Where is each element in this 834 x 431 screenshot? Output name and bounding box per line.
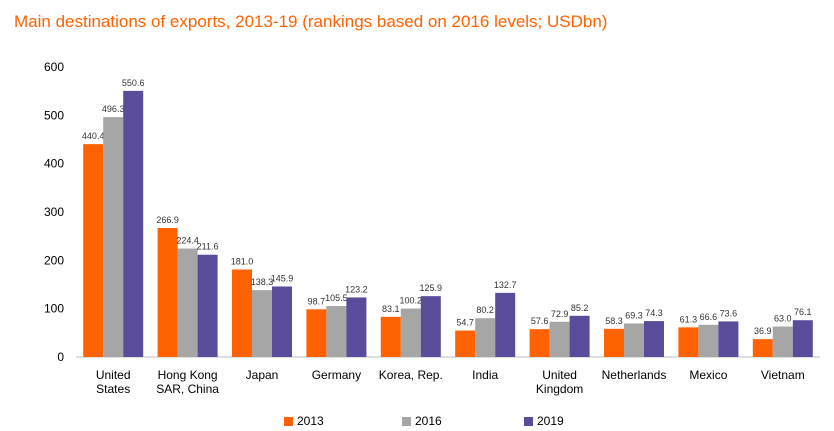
bar-2019	[495, 292, 516, 357]
bar-2016	[252, 290, 272, 357]
data-label-2019: 550.6	[122, 78, 145, 88]
bar-2016	[326, 306, 347, 357]
category-label: States	[96, 382, 130, 396]
data-label-2019: 145.9	[271, 273, 294, 283]
data-label-2019: 125.9	[420, 283, 443, 293]
legend-label-2016: 2016	[415, 414, 442, 428]
data-label-2013: 98.7	[308, 296, 326, 306]
category-label: Netherlands	[602, 368, 667, 382]
bar-2019	[197, 254, 218, 357]
bar-2013	[604, 328, 624, 357]
bar-2013	[306, 309, 327, 357]
bar-2013	[157, 227, 178, 357]
data-label-2013: 36.9	[754, 326, 772, 336]
bar-2016	[772, 326, 793, 357]
bar-2019	[420, 296, 441, 357]
data-label-2013: 57.6	[531, 316, 549, 326]
legend-item-2013: 2013	[284, 414, 324, 428]
category-label: Kingdom	[536, 382, 583, 396]
category-label: Japan	[246, 368, 279, 382]
category-label: Korea, Rep.	[379, 368, 443, 382]
y-tick-label: 600	[44, 60, 64, 74]
data-label-2016: 496.3	[102, 104, 125, 114]
data-label-2016: 63.0	[774, 314, 792, 324]
y-tick-label: 500	[44, 108, 64, 122]
data-label-2016: 224.4	[176, 236, 199, 246]
bar-2016	[698, 324, 719, 357]
y-tick-label: 0	[57, 350, 64, 364]
data-label-2019: 73.6	[720, 308, 738, 318]
bar-2019	[718, 321, 739, 357]
bar-2013	[752, 339, 773, 357]
category-label: India	[472, 368, 498, 382]
category-label: Vietnam	[761, 368, 805, 382]
data-label-2013: 440.4	[82, 131, 105, 141]
bar-2013	[380, 316, 401, 357]
category-label: United	[542, 368, 577, 382]
legend-item-2019: 2019	[524, 414, 564, 428]
legend-swatch-2013	[284, 416, 293, 426]
bar-2019	[346, 297, 367, 357]
legend-swatch-2019	[524, 416, 533, 426]
legend: 2013 2016 2019	[0, 414, 834, 430]
data-label-2013: 83.1	[382, 304, 400, 314]
bar-2016	[177, 248, 198, 357]
data-label-2019: 132.7	[494, 280, 517, 290]
bar-2019	[792, 320, 813, 357]
data-label-2016: 66.6	[700, 312, 718, 322]
y-tick-label: 300	[44, 205, 64, 219]
bar-2019	[569, 315, 590, 357]
category-label: Mexico	[689, 368, 727, 382]
legend-item-2016: 2016	[402, 414, 442, 428]
bar-2019	[123, 90, 144, 358]
data-label-2013: 58.3	[605, 316, 623, 326]
bar-2013	[83, 144, 104, 357]
data-label-2013: 266.9	[156, 215, 179, 225]
data-label-2016: 100.2	[400, 296, 423, 306]
category-label: SAR, China	[156, 382, 219, 396]
data-label-2016: 69.3	[625, 311, 643, 321]
category-label: Hong Kong	[158, 368, 218, 382]
bar-2013	[455, 330, 476, 357]
category-label: United	[96, 368, 131, 382]
data-label-2016: 138.3	[251, 277, 274, 287]
bar-2016	[400, 308, 421, 357]
data-label-2016: 105.5	[325, 293, 348, 303]
data-label-2019: 211.6	[197, 242, 219, 252]
data-label-2019: 85.2	[571, 303, 589, 313]
bar-chart: 0 100 200 300 400 500 600 440.4 496.3 550.6 United…	[44, 60, 820, 396]
bar-2016	[103, 117, 124, 357]
y-tick-label: 100	[44, 302, 64, 316]
bar-2013	[529, 329, 550, 357]
data-label-2013: 181.0	[231, 257, 254, 267]
data-label-2019: 74.3	[645, 308, 663, 318]
bar-2019	[644, 321, 664, 357]
bar-2019	[272, 286, 292, 357]
data-label-2013: 54.7	[456, 318, 474, 328]
bar-2013	[232, 269, 252, 357]
data-label-2019: 76.1	[794, 307, 812, 317]
legend-label-2019: 2019	[537, 414, 564, 428]
data-label-2019: 123.2	[345, 284, 368, 294]
bar-2013	[678, 327, 699, 357]
y-tick-label: 400	[44, 157, 64, 171]
legend-label-2013: 2013	[297, 414, 324, 428]
chart-title: Main destinations of exports, 2013-19 (r…	[14, 12, 608, 31]
data-label-2016: 72.9	[551, 309, 569, 319]
data-label-2016: 80.2	[476, 305, 494, 315]
data-label-2013: 61.3	[680, 314, 698, 324]
bar-2016	[549, 321, 570, 357]
legend-swatch-2016	[402, 416, 411, 426]
category-label: Germany	[312, 368, 361, 382]
bar-2016	[475, 318, 496, 357]
bar-2016	[624, 323, 644, 357]
y-tick-label: 200	[44, 253, 64, 267]
